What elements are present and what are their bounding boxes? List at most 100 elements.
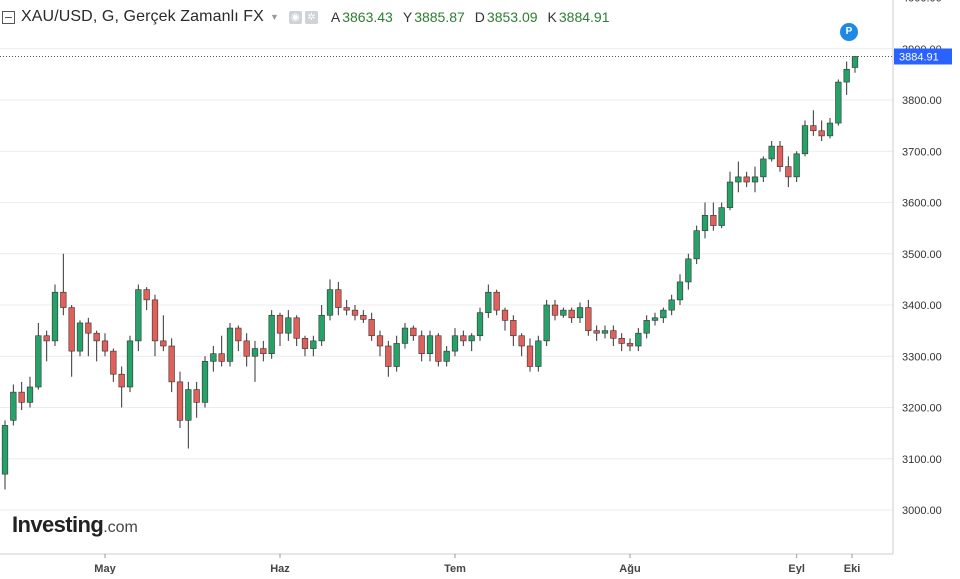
candle[interactable]: [526, 345, 534, 367]
candle[interactable]: [201, 361, 209, 403]
candle[interactable]: [460, 335, 467, 342]
candle[interactable]: [518, 335, 525, 347]
candle[interactable]: [426, 335, 434, 354]
candle[interactable]: [276, 314, 284, 334]
candle[interactable]: [401, 327, 409, 344]
candle[interactable]: [660, 309, 667, 319]
candle[interactable]: [535, 340, 542, 367]
gear-icon[interactable]: ✲: [304, 10, 318, 24]
candle[interactable]: [385, 345, 392, 367]
candle[interactable]: [301, 338, 309, 349]
candle[interactable]: [601, 330, 609, 334]
candle[interactable]: [676, 281, 684, 301]
candle[interactable]: [226, 327, 234, 362]
candle[interactable]: [776, 145, 784, 167]
candle[interactable]: [118, 373, 125, 388]
candle[interactable]: [593, 330, 600, 334]
candle[interactable]: [485, 291, 492, 313]
eye-icon[interactable]: ◉: [288, 10, 302, 24]
candle[interactable]: [60, 291, 67, 308]
candle[interactable]: [493, 291, 500, 311]
candle[interactable]: [685, 258, 692, 283]
candle[interactable]: [701, 215, 709, 231]
candle[interactable]: [360, 314, 367, 320]
candle[interactable]: [210, 353, 217, 362]
candle[interactable]: [93, 332, 100, 342]
candle[interactable]: [410, 327, 417, 337]
candle[interactable]: [626, 343, 634, 347]
candle[interactable]: [576, 307, 584, 319]
candle[interactable]: [1, 425, 9, 475]
candle[interactable]: [735, 176, 742, 183]
candle[interactable]: [218, 353, 225, 362]
candle[interactable]: [826, 122, 834, 137]
candle[interactable]: [818, 130, 825, 137]
candle[interactable]: [126, 340, 134, 388]
candle[interactable]: [643, 320, 650, 334]
candle[interactable]: [618, 338, 625, 344]
candle[interactable]: [243, 340, 250, 357]
candle[interactable]: [435, 335, 442, 362]
candle[interactable]: [751, 176, 759, 183]
candle[interactable]: [443, 350, 450, 362]
candle[interactable]: [368, 319, 375, 337]
candle[interactable]: [268, 314, 275, 354]
candle[interactable]: [343, 307, 350, 311]
candle[interactable]: [451, 335, 459, 352]
candle[interactable]: [185, 389, 192, 421]
candle[interactable]: [418, 335, 425, 354]
candle[interactable]: [726, 181, 734, 208]
candle[interactable]: [110, 350, 117, 375]
chevron-down-icon[interactable]: ▼: [269, 12, 279, 22]
candle[interactable]: [510, 320, 517, 337]
candle[interactable]: [193, 389, 200, 403]
candle[interactable]: [718, 207, 725, 226]
candle[interactable]: [543, 304, 550, 342]
candle[interactable]: [351, 309, 359, 316]
candle[interactable]: [235, 327, 242, 342]
candle[interactable]: [76, 322, 84, 352]
candle[interactable]: [635, 332, 642, 347]
candle[interactable]: [743, 176, 750, 183]
candle[interactable]: [568, 309, 575, 319]
candle[interactable]: [843, 68, 850, 83]
candle[interactable]: [160, 340, 167, 347]
candle[interactable]: [801, 125, 809, 155]
candle[interactable]: [393, 343, 400, 367]
candle[interactable]: [760, 158, 767, 178]
candle[interactable]: [176, 381, 184, 421]
candle[interactable]: [501, 309, 509, 321]
candle[interactable]: [43, 335, 50, 342]
candle[interactable]: [135, 289, 142, 342]
candle[interactable]: [51, 291, 59, 342]
candle[interactable]: [310, 340, 317, 349]
candle[interactable]: [793, 153, 800, 178]
candle[interactable]: [768, 145, 775, 160]
candle[interactable]: [551, 304, 559, 316]
candle[interactable]: [476, 312, 484, 337]
candle[interactable]: [710, 215, 717, 226]
candle[interactable]: [785, 166, 792, 178]
candle[interactable]: [326, 289, 334, 316]
candle[interactable]: [10, 391, 17, 421]
candle[interactable]: [335, 289, 342, 308]
candle[interactable]: [101, 340, 109, 352]
candle[interactable]: [35, 335, 42, 388]
candle[interactable]: [68, 307, 75, 352]
candle[interactable]: [318, 314, 325, 342]
candle[interactable]: [293, 317, 300, 339]
candle[interactable]: [85, 322, 92, 334]
candle[interactable]: [251, 348, 259, 357]
candle[interactable]: [468, 335, 475, 342]
candle[interactable]: [285, 317, 292, 334]
candle[interactable]: [151, 299, 159, 342]
candle[interactable]: [610, 330, 617, 339]
candle[interactable]: [26, 386, 34, 403]
candle[interactable]: [168, 345, 175, 383]
candle[interactable]: [560, 309, 567, 316]
collapse-icon[interactable]: [2, 10, 15, 24]
candle[interactable]: [693, 230, 700, 260]
candle[interactable]: [585, 307, 592, 331]
candle[interactable]: [810, 125, 817, 132]
